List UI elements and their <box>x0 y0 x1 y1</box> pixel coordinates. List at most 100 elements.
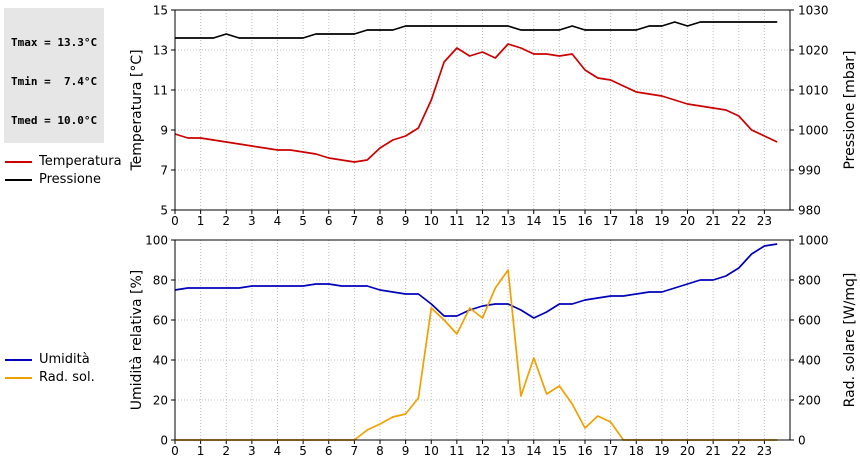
top-y2label: Pressione [mbar] <box>842 50 858 169</box>
bottom-y2tick-label: 400 <box>798 354 821 368</box>
top-xtick-label: 21 <box>705 214 720 228</box>
top-y2tick-label: 1000 <box>798 124 829 138</box>
legend-item-temperatura: Temperatura <box>5 153 122 171</box>
bottom-xtick-label: 22 <box>731 444 746 458</box>
top-xtick-label: 12 <box>475 214 490 228</box>
top-y2tick-label: 1010 <box>798 84 829 98</box>
bottom-xtick-label: 2 <box>222 444 230 458</box>
bottom-xtick-label: 16 <box>577 444 592 458</box>
bottom-xtick-label: 20 <box>680 444 695 458</box>
bottom-xtick-label: 19 <box>654 444 669 458</box>
stat-tmin: Tmin = 7.4°C <box>11 75 98 88</box>
bottom-y2tick-label: 1000 <box>798 234 829 248</box>
top-xtick-label: 9 <box>402 214 410 228</box>
bottom-ytick-label: 100 <box>145 234 168 248</box>
stats-box: Tmax = 13.3°C Tmin = 7.4°C Tmed = 10.0°C <box>4 8 105 143</box>
stat-tmed: Tmed = 10.0°C <box>11 114 98 127</box>
bottom-xtick-label: 11 <box>449 444 464 458</box>
top-xtick-label: 10 <box>424 214 439 228</box>
top-xtick-label: 2 <box>222 214 230 228</box>
top-y2tick-label: 990 <box>798 164 821 178</box>
bottom-xtick-label: 17 <box>603 444 618 458</box>
top-xtick-label: 14 <box>526 214 541 228</box>
top-xtick-label: 8 <box>376 214 384 228</box>
top-ytick-label: 5 <box>160 204 168 218</box>
bottom-xtick-label: 21 <box>705 444 720 458</box>
bottom-ytick-label: 40 <box>153 354 168 368</box>
legend-swatch-rad-sol <box>5 377 32 379</box>
bottom-xtick-label: 15 <box>552 444 567 458</box>
top-xtick-label: 17 <box>603 214 618 228</box>
top-xtick-label: 7 <box>351 214 359 228</box>
top-plot-frame <box>174 9 791 211</box>
top-series-line-pressione <box>175 21 778 39</box>
legend-label-temperatura: Temperatura <box>39 154 122 169</box>
top-xtick-label: 13 <box>500 214 515 228</box>
legend-bottom: Umidità Rad. sol. <box>5 351 95 387</box>
bottom-y2label: Rad. solare [W/mq] <box>842 273 858 408</box>
bottom-xtick-label: 3 <box>248 444 256 458</box>
bottom-xtick-label: 12 <box>475 444 490 458</box>
top-ytick-label: 13 <box>153 44 168 58</box>
top-xtick-label: 23 <box>757 214 772 228</box>
bottom-xtick-label: 10 <box>424 444 439 458</box>
bottom-xtick-label: 18 <box>629 444 644 458</box>
legend-item-rad-sol: Rad. sol. <box>5 369 95 387</box>
top-xtick-label: 20 <box>680 214 695 228</box>
legend-swatch-pressione <box>5 179 32 181</box>
bottom-chart: 0 1 2 3 4 5 6 7 8 9 10 11 12 13 14 15 16 17 18 19 20 21 22 2302… <box>129 234 858 459</box>
top-xtick-label: 1 <box>197 214 205 228</box>
bottom-xtick-label: 1 <box>197 444 205 458</box>
bottom-xtick-label: 14 <box>526 444 541 458</box>
bottom-xtick-label: 6 <box>325 444 333 458</box>
bottom-ytick-label: 60 <box>153 314 168 328</box>
legend-label-rad-sol: Rad. sol. <box>39 370 95 385</box>
legend-label-pressione: Pressione <box>39 172 102 187</box>
top-xtick-label: 0 <box>171 214 179 228</box>
top-xtick-label: 11 <box>449 214 464 228</box>
top-xtick-label: 4 <box>274 214 282 228</box>
bottom-xtick-label: 5 <box>299 444 307 458</box>
top-ytick-label: 9 <box>160 124 168 138</box>
top-xtick-label: 18 <box>629 214 644 228</box>
bottom-y2tick-label: 600 <box>798 314 821 328</box>
bottom-ytick-label: 20 <box>153 394 168 408</box>
bottom-y2tick-label: 200 <box>798 394 821 408</box>
top-ylabel: Temperatura [°C] <box>129 49 145 171</box>
bottom-xtick-label: 9 <box>402 444 410 458</box>
bottom-series-line-umidit <box>174 243 778 319</box>
top-xtick-label: 6 <box>325 214 333 228</box>
bottom-ytick-label: 80 <box>153 274 168 288</box>
legend-top: Temperatura Pressione <box>5 153 122 189</box>
legend-swatch-temperatura <box>5 161 32 163</box>
bottom-xtick-label: 23 <box>757 444 772 458</box>
top-y2tick-label: 980 <box>798 204 821 218</box>
top-xtick-label: 22 <box>731 214 746 228</box>
bottom-plot-frame <box>174 239 791 441</box>
top-xtick-label: 5 <box>299 214 307 228</box>
legend-item-umidita: Umidità <box>5 351 95 369</box>
bottom-xtick-label: 7 <box>351 444 359 458</box>
bottom-xtick-label: 4 <box>274 444 282 458</box>
bottom-ylabel: Umidità relativa [%] <box>129 270 145 411</box>
top-xtick-label: 3 <box>248 214 256 228</box>
top-xtick-label: 16 <box>577 214 592 228</box>
stat-tmax: Tmax = 13.3°C <box>11 36 98 49</box>
bottom-xtick-label: 0 <box>171 444 179 458</box>
top-xtick-label: 19 <box>654 214 669 228</box>
bottom-xtick-label: 13 <box>500 444 515 458</box>
bottom-xtick-label: 8 <box>376 444 384 458</box>
legend-swatch-umidita <box>5 359 32 361</box>
top-series-line-temperatura <box>174 43 778 163</box>
top-ytick-label: 7 <box>160 164 168 178</box>
legend-label-umidita: Umidità <box>39 352 90 367</box>
bottom-ytick-label: 0 <box>160 434 168 448</box>
top-ytick-label: 11 <box>153 84 168 98</box>
bottom-y2tick-label: 0 <box>798 434 806 448</box>
top-y2tick-label: 1020 <box>798 44 829 58</box>
top-y2tick-label: 1030 <box>798 4 829 18</box>
top-chart: 0 1 2 3 4 5 6 7 8 9 10 11 12 13 14 15 16 17 18 19 20 21 22 2357… <box>129 4 858 229</box>
top-xtick-label: 15 <box>552 214 567 228</box>
bottom-y2tick-label: 800 <box>798 274 821 288</box>
